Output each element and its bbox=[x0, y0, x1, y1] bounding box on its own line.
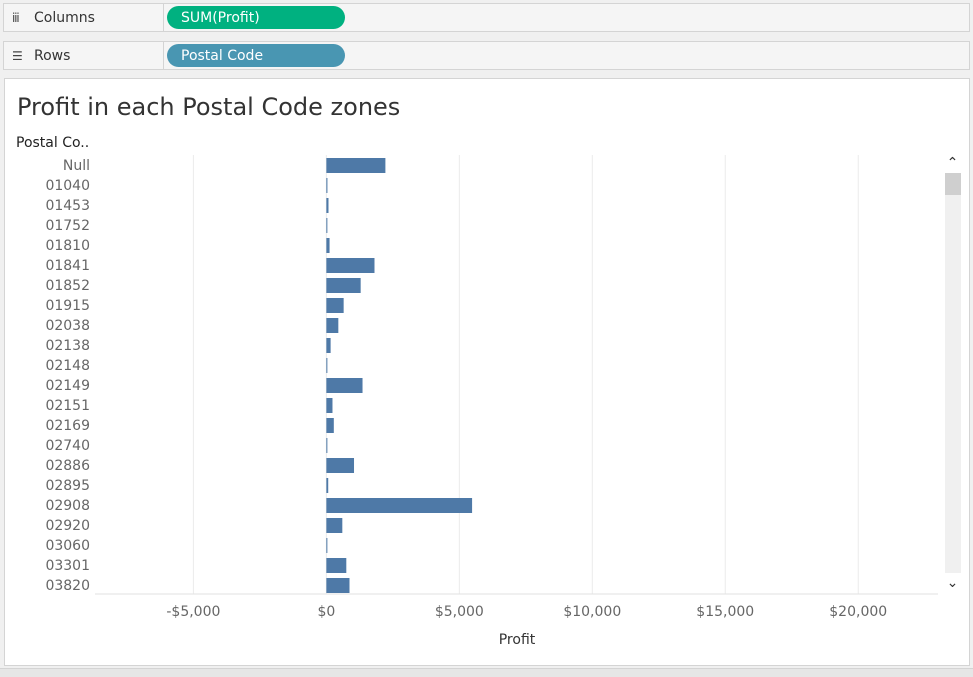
x-tick-label: $5,000 bbox=[435, 604, 484, 620]
category-label[interactable]: 02740 bbox=[45, 438, 90, 454]
vertical-scrollbar[interactable]: ⌃ ⌄ bbox=[943, 153, 962, 593]
columns-shelf-label-area: ⅲ Columns bbox=[4, 4, 164, 31]
x-tick-label: $20,000 bbox=[829, 604, 887, 620]
x-tick-label: $10,000 bbox=[563, 604, 621, 620]
bar[interactable] bbox=[326, 278, 361, 293]
bar[interactable] bbox=[326, 578, 350, 593]
rows-label: Rows bbox=[34, 47, 71, 64]
category-label[interactable]: Null bbox=[63, 158, 90, 174]
category-label[interactable]: 01810 bbox=[45, 238, 90, 254]
bottom-strip bbox=[0, 668, 973, 677]
category-label[interactable]: 02151 bbox=[45, 398, 90, 414]
category-label[interactable]: 01852 bbox=[45, 278, 90, 294]
bar[interactable] bbox=[326, 158, 386, 173]
x-tick-label: -$5,000 bbox=[166, 604, 220, 620]
bar[interactable] bbox=[326, 238, 330, 253]
scroll-up-icon[interactable]: ⌃ bbox=[946, 155, 959, 171]
bar[interactable] bbox=[326, 318, 339, 333]
bar[interactable] bbox=[326, 438, 328, 453]
category-label[interactable]: 02886 bbox=[45, 458, 90, 474]
rows-shelf-label-area: ☰ Rows bbox=[4, 42, 164, 69]
category-label[interactable]: 02148 bbox=[45, 358, 90, 374]
bar[interactable] bbox=[326, 298, 344, 313]
rows-shelf: ☰ Rows Postal Code bbox=[3, 41, 970, 70]
bar[interactable] bbox=[326, 418, 334, 433]
bar[interactable] bbox=[326, 258, 375, 273]
category-label[interactable]: 02138 bbox=[45, 338, 90, 354]
category-label[interactable]: 02895 bbox=[45, 478, 90, 494]
bar[interactable] bbox=[326, 458, 355, 473]
worksheet: Profit in each Postal Code zones Postal … bbox=[4, 78, 970, 666]
x-tick-label: $15,000 bbox=[696, 604, 754, 620]
bar[interactable] bbox=[326, 518, 343, 533]
category-label[interactable]: 01915 bbox=[45, 298, 90, 314]
scroll-thumb[interactable] bbox=[945, 173, 961, 195]
chart-title: Profit in each Postal Code zones bbox=[17, 93, 401, 121]
category-label[interactable]: 03060 bbox=[45, 538, 90, 554]
bar[interactable] bbox=[326, 178, 328, 193]
columns-shelf: ⅲ Columns SUM(Profit) bbox=[3, 3, 970, 32]
x-axis-title[interactable]: Profit bbox=[499, 632, 536, 648]
category-label[interactable]: 01453 bbox=[45, 198, 90, 214]
category-label[interactable]: 01040 bbox=[45, 178, 90, 194]
sum-profit-pill[interactable]: SUM(Profit) bbox=[167, 6, 345, 29]
columns-icon: ⅲ bbox=[12, 10, 20, 25]
category-label[interactable]: 02908 bbox=[45, 498, 90, 514]
scroll-down-icon[interactable]: ⌄ bbox=[946, 575, 959, 591]
bar[interactable] bbox=[326, 338, 331, 353]
bar[interactable] bbox=[326, 538, 328, 553]
bar[interactable] bbox=[326, 378, 363, 393]
bar[interactable] bbox=[326, 498, 473, 513]
category-label[interactable]: 01752 bbox=[45, 218, 90, 234]
bar-chart: Null 01040 01453 01752 01810 01841 01852 01915 0… bbox=[45, 155, 938, 648]
rows-icon: ☰ bbox=[12, 48, 23, 63]
bar[interactable] bbox=[326, 478, 329, 493]
postal-code-pill[interactable]: Postal Code bbox=[167, 44, 345, 67]
category-label[interactable]: 02920 bbox=[45, 518, 90, 534]
category-label[interactable]: 03301 bbox=[45, 558, 90, 574]
bar[interactable] bbox=[326, 398, 333, 413]
bar[interactable] bbox=[326, 198, 329, 213]
scroll-track[interactable] bbox=[945, 173, 961, 573]
bar[interactable] bbox=[326, 218, 328, 233]
bar[interactable] bbox=[326, 558, 347, 573]
category-label[interactable]: 03820 bbox=[45, 578, 90, 594]
bar[interactable] bbox=[326, 358, 328, 373]
columns-label: Columns bbox=[34, 9, 95, 26]
category-label[interactable]: 02038 bbox=[45, 318, 90, 334]
category-label[interactable]: 02169 bbox=[45, 418, 90, 434]
category-label[interactable]: 02149 bbox=[45, 378, 90, 394]
row-header[interactable]: Postal Co.. bbox=[16, 135, 90, 151]
x-tick-label: $0 bbox=[317, 604, 335, 620]
category-label[interactable]: 01841 bbox=[45, 258, 90, 274]
